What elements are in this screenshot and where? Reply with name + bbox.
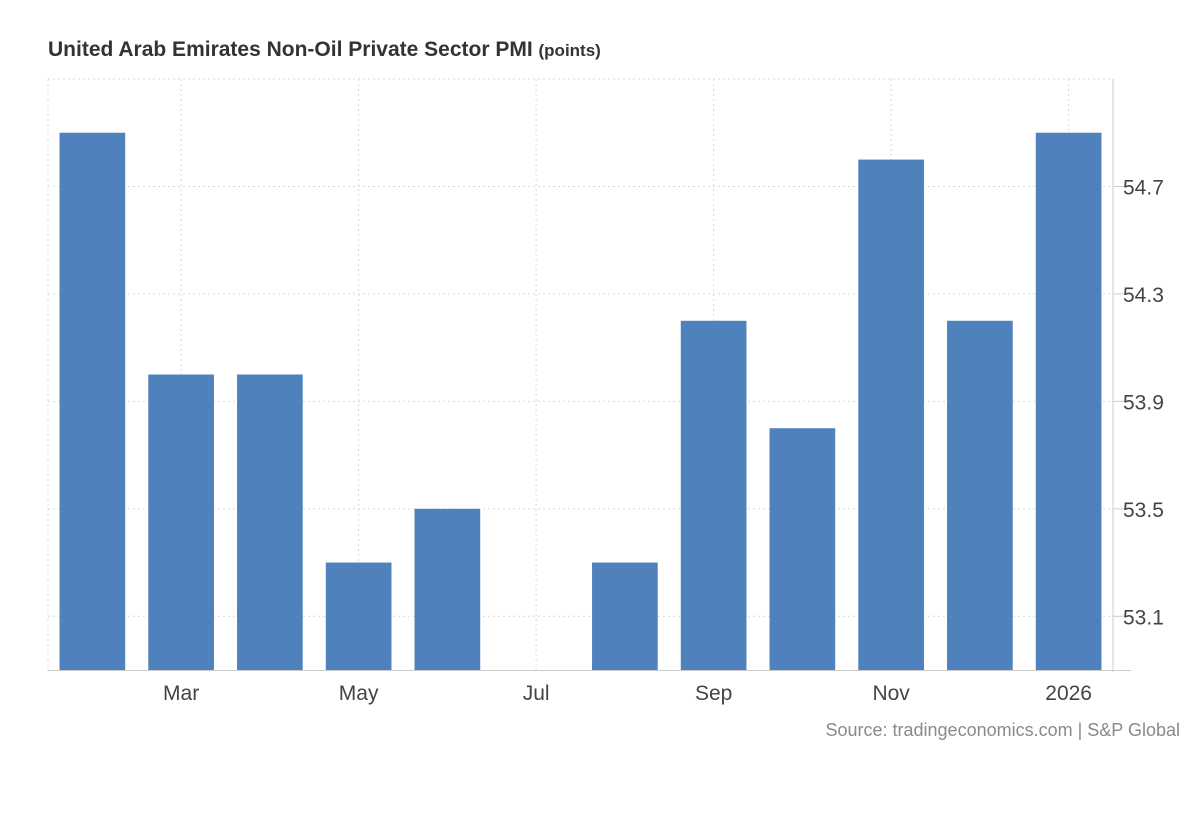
y-tick-label: 53.5: [1123, 499, 1164, 522]
bar-dec: [1035, 132, 1102, 670]
bar-sep: [769, 428, 836, 670]
bar-mar: [237, 374, 303, 670]
x-tick-label: Sep: [695, 682, 732, 705]
bar-nov: [947, 320, 1013, 670]
y-tick-label: 54.3: [1123, 284, 1164, 307]
y-tick-label: 53.1: [1123, 606, 1164, 629]
bar-jan: [59, 132, 126, 670]
chart-title: United Arab Emirates Non-Oil Private Sec…: [48, 38, 601, 62]
bar-may: [414, 508, 481, 670]
bar-apr: [325, 562, 392, 670]
source-credit: Source: tradingeconomics.com | S&P Globa…: [825, 720, 1180, 740]
y-tick-label: 53.9: [1123, 391, 1164, 414]
bar-jul: [592, 562, 658, 670]
x-tick-label: Nov: [872, 682, 910, 705]
chart-unit: (points): [538, 41, 601, 60]
x-tick-label: 2026: [1045, 682, 1092, 705]
x-tick-label: May: [339, 682, 379, 705]
bar-feb: [148, 374, 214, 670]
bar-oct: [858, 159, 924, 670]
x-tick-label: Mar: [163, 682, 199, 705]
y-tick-label: 54.7: [1123, 176, 1164, 199]
bar-aug: [680, 320, 747, 670]
chart-title-text: United Arab Emirates Non-Oil Private Sec…: [48, 38, 533, 61]
x-tick-label: Jul: [523, 682, 550, 705]
